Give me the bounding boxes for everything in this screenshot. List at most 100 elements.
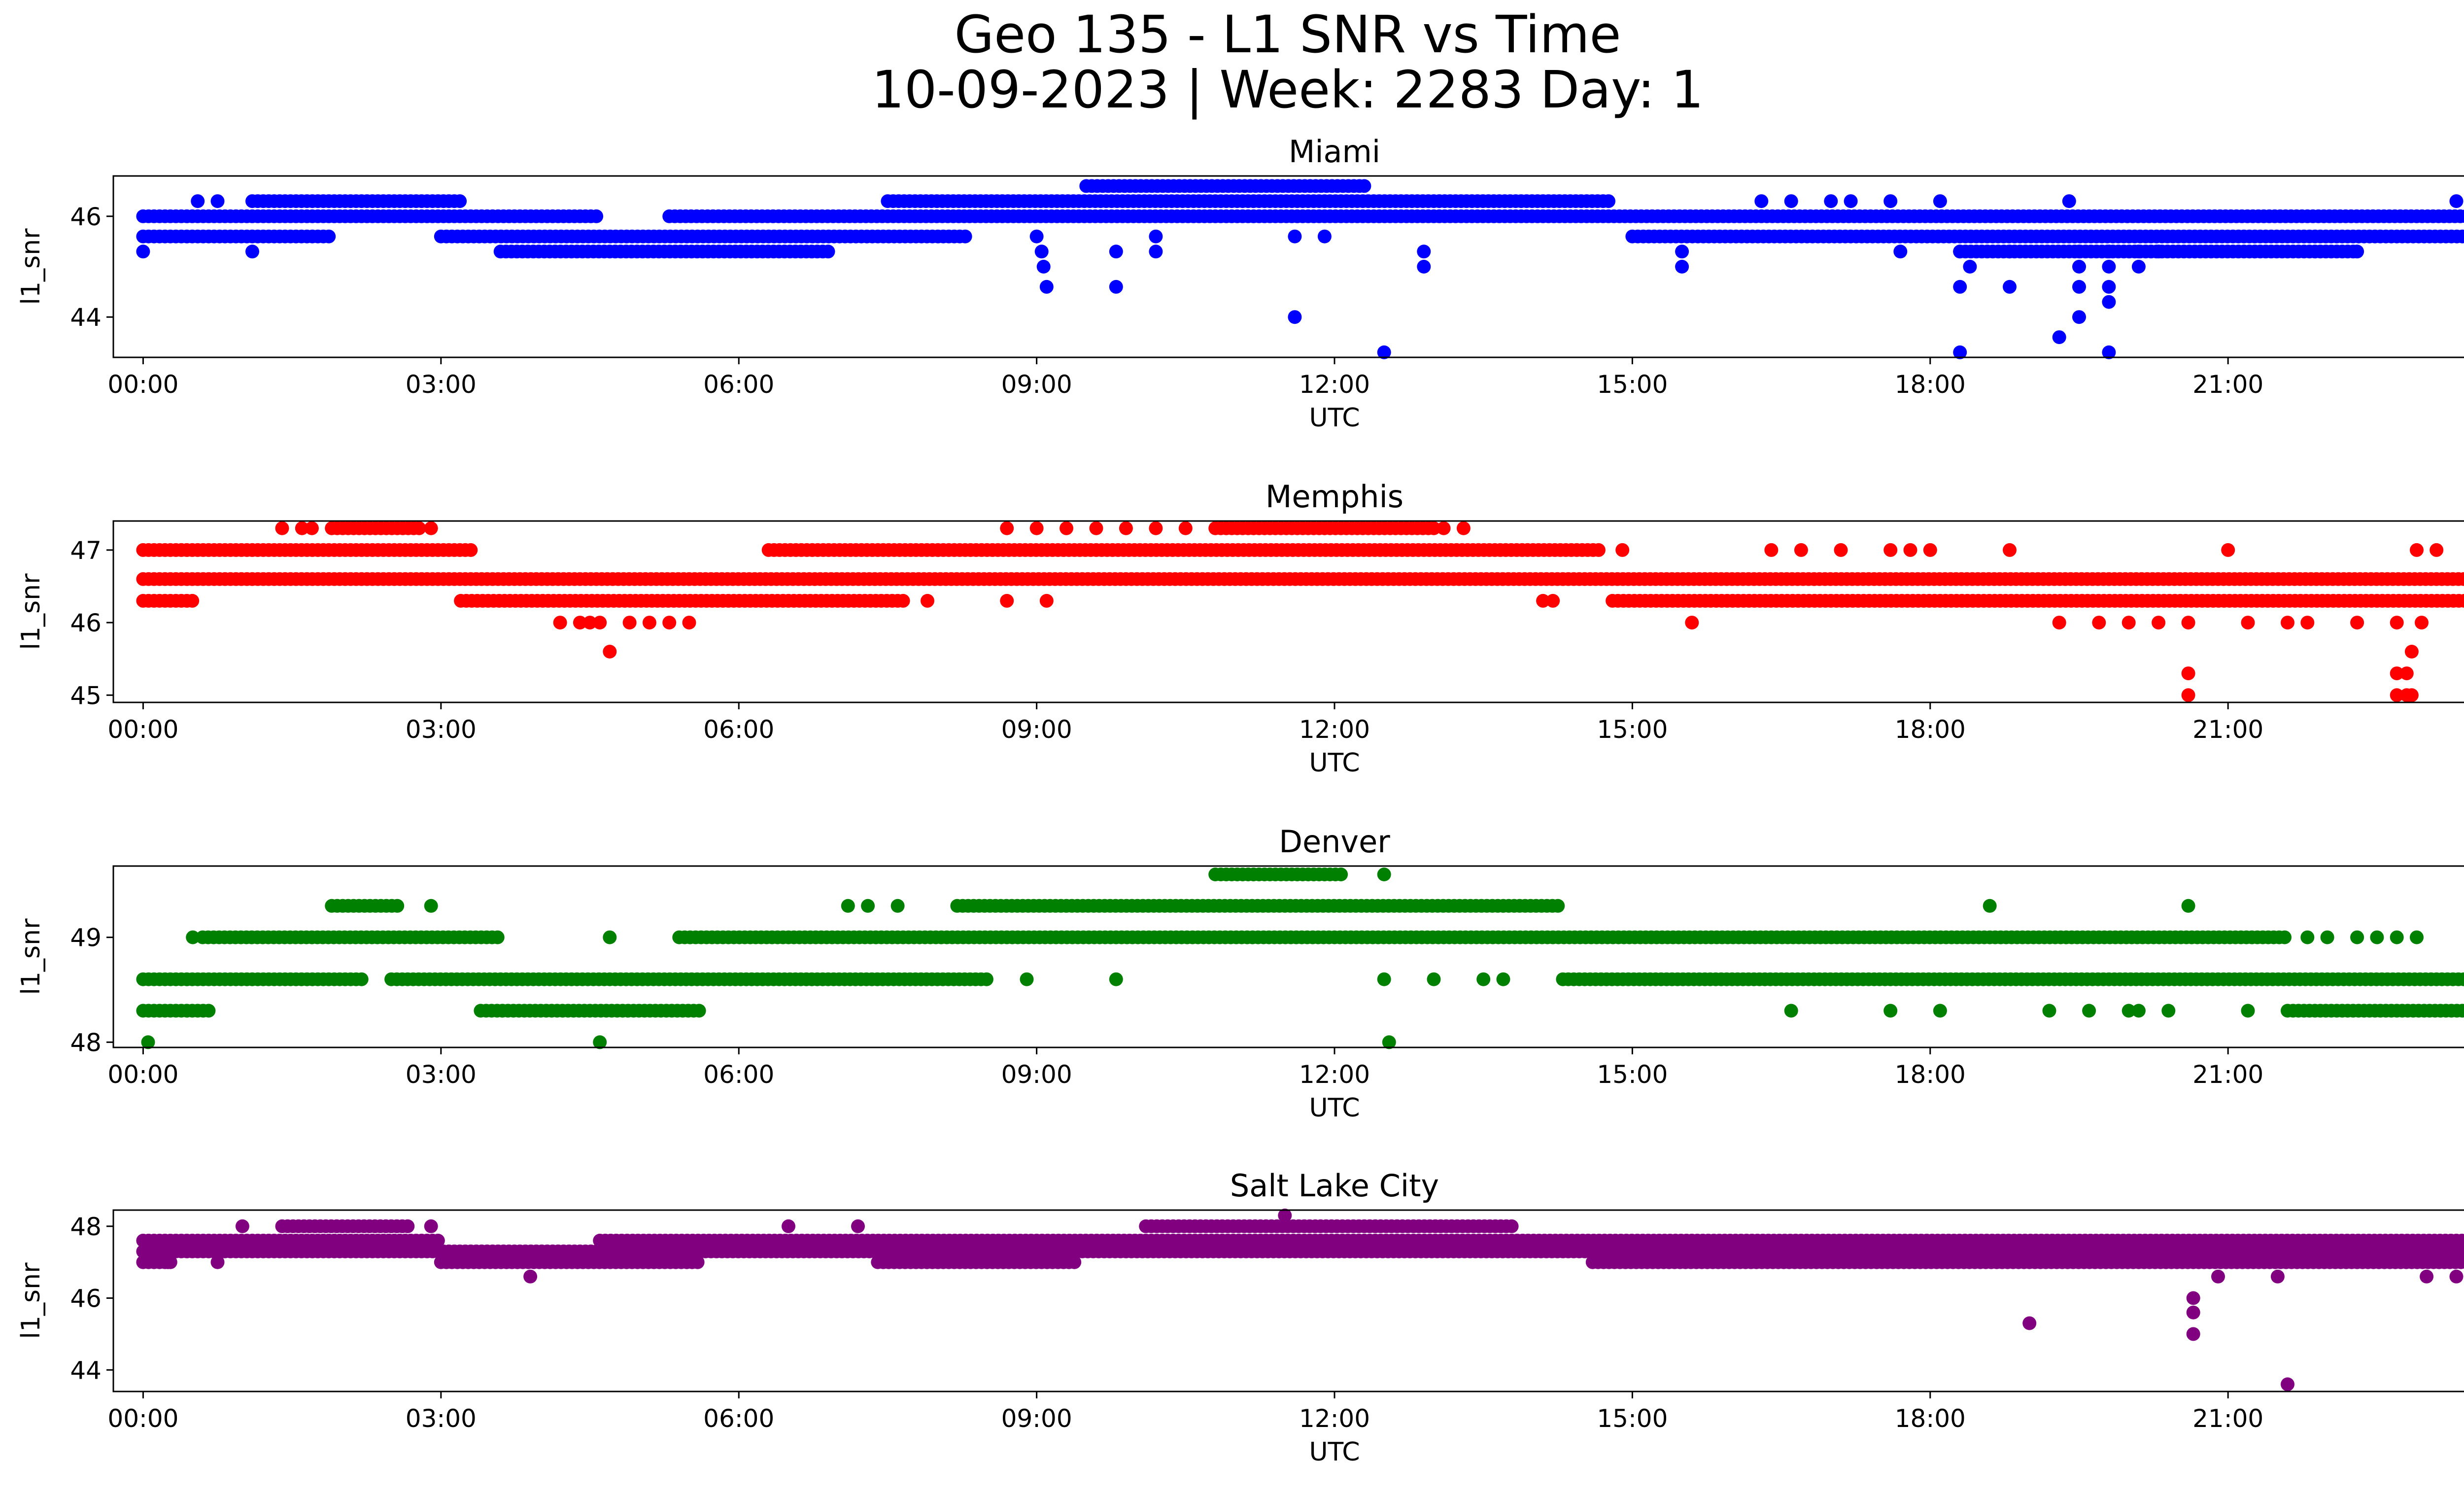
data-point bbox=[1039, 593, 1054, 608]
x-tick-label: 18:00 bbox=[1895, 1060, 1966, 1089]
data-point bbox=[1953, 244, 1967, 259]
data-point bbox=[1933, 194, 1947, 209]
data-point bbox=[896, 593, 910, 608]
data-point bbox=[1119, 521, 1133, 535]
x-tick-label: 00:00 bbox=[107, 1404, 178, 1433]
x-tick-label: 21:00 bbox=[2192, 715, 2263, 744]
data-point bbox=[2102, 279, 2116, 294]
data-point bbox=[1178, 521, 1193, 535]
data-point bbox=[191, 194, 205, 209]
x-tick-label: 00:00 bbox=[107, 715, 178, 744]
data-point bbox=[1377, 868, 1391, 881]
y-tick-label: 45 bbox=[70, 681, 102, 710]
data-point bbox=[2459, 209, 2464, 223]
data-point bbox=[2102, 244, 2116, 259]
y-tick-label: 48 bbox=[70, 1213, 102, 1241]
data-point bbox=[1675, 244, 1689, 259]
data-point bbox=[593, 1035, 607, 1049]
subplot-miami: Miami 00:00 03:00 06:00 09:00 12:00 15:00 18:00… bbox=[16, 134, 2464, 433]
data-point bbox=[2350, 244, 2364, 259]
data-point bbox=[692, 1004, 706, 1018]
data-point bbox=[431, 1233, 445, 1248]
data-point bbox=[1109, 244, 1123, 259]
data-point bbox=[2430, 543, 2444, 557]
data-series bbox=[136, 1208, 2464, 1391]
data-point bbox=[2152, 244, 2166, 259]
y-axis-label: l1_snr bbox=[16, 918, 46, 995]
x-tick-label: 09:00 bbox=[1001, 1404, 1072, 1433]
data-point bbox=[2461, 1005, 2464, 1017]
data-point bbox=[841, 899, 855, 913]
y-axis-label: l1_snr bbox=[16, 1262, 46, 1339]
data-point bbox=[1288, 310, 1302, 324]
x-tick-label: 18:00 bbox=[1895, 370, 1966, 399]
data-point bbox=[2131, 1004, 2146, 1018]
data-point bbox=[1060, 521, 1073, 535]
data-point bbox=[354, 972, 369, 986]
data-point bbox=[424, 521, 438, 535]
data-point bbox=[1427, 972, 1441, 986]
data-point bbox=[2131, 244, 2146, 259]
data-point bbox=[1020, 972, 1034, 986]
x-tick-label: 09:00 bbox=[1001, 370, 1072, 399]
data-point bbox=[1417, 244, 1431, 259]
data-point bbox=[1685, 616, 1699, 630]
x-tick-label: 09:00 bbox=[1001, 1060, 1072, 1089]
data-point bbox=[2092, 616, 2106, 630]
data-point bbox=[424, 1219, 438, 1233]
data-point bbox=[1963, 260, 1977, 274]
data-point bbox=[141, 1035, 155, 1049]
x-axis-label: UTC bbox=[1309, 1437, 1360, 1467]
data-point bbox=[1591, 543, 1606, 557]
data-point bbox=[1824, 194, 1838, 209]
data-point bbox=[1149, 521, 1163, 535]
data-point bbox=[2370, 930, 2384, 944]
data-point bbox=[2186, 1327, 2200, 1341]
data-point bbox=[1953, 279, 1967, 294]
data-point bbox=[210, 194, 225, 209]
data-point bbox=[821, 244, 835, 259]
x-tick-label: 12:00 bbox=[1299, 715, 1370, 744]
data-point bbox=[1417, 260, 1431, 274]
data-point bbox=[453, 194, 467, 209]
subplot-denver: Denver 00:00 03:00 06:00 09:00 12:00 15:00 18:0… bbox=[16, 824, 2464, 1123]
data-point bbox=[589, 209, 604, 223]
data-point bbox=[523, 1269, 538, 1284]
data-point bbox=[136, 244, 150, 259]
data-series bbox=[136, 521, 2464, 702]
data-point bbox=[1382, 1035, 1396, 1049]
data-point bbox=[1437, 521, 1451, 535]
data-point bbox=[1505, 1219, 1519, 1233]
data-point bbox=[2072, 310, 2086, 324]
data-point bbox=[1602, 194, 1615, 209]
data-point bbox=[1551, 899, 1565, 913]
data-point bbox=[2152, 616, 2166, 630]
data-point bbox=[2102, 345, 2116, 359]
data-point bbox=[1923, 543, 1937, 557]
x-tick-label: 21:00 bbox=[2192, 1404, 2263, 1433]
data-point bbox=[1034, 244, 1049, 259]
data-point bbox=[1675, 260, 1689, 274]
x-tick-label: 12:00 bbox=[1299, 1404, 1370, 1433]
data-point bbox=[210, 1255, 225, 1269]
data-point bbox=[2457, 593, 2464, 608]
x-tick-label: 15:00 bbox=[1597, 1404, 1668, 1433]
x-tick-label: 21:00 bbox=[2192, 370, 2263, 399]
data-point bbox=[2122, 616, 2136, 630]
data-point bbox=[1109, 279, 1123, 294]
x-tick-label: 00:00 bbox=[107, 1060, 178, 1089]
data-point bbox=[851, 1219, 865, 1233]
data-point bbox=[2449, 1269, 2464, 1284]
data-point bbox=[490, 930, 505, 944]
data-point bbox=[2300, 930, 2315, 944]
data-point bbox=[2462, 974, 2464, 984]
data-point bbox=[2181, 666, 2195, 681]
x-axis-label: UTC bbox=[1309, 1093, 1360, 1123]
data-point bbox=[2278, 930, 2292, 944]
data-point bbox=[2211, 1269, 2225, 1284]
data-point bbox=[2003, 244, 2017, 259]
data-point bbox=[2003, 543, 2017, 557]
data-point bbox=[412, 521, 426, 535]
data-point bbox=[1377, 345, 1391, 359]
subplot-title: Miami bbox=[1289, 134, 1380, 170]
